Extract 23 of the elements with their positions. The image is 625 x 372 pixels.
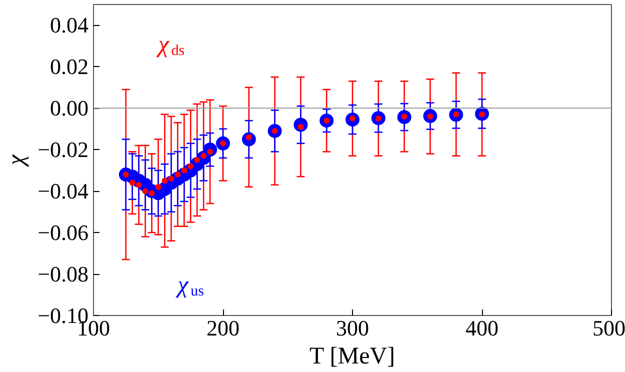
point	[188, 163, 194, 170]
point	[142, 188, 148, 194]
point	[155, 184, 162, 190]
x-tick-label: 400	[466, 316, 498, 340]
point	[181, 167, 188, 174]
y-axis-title: χ	[4, 153, 30, 168]
x-tick-label: 300	[336, 316, 369, 340]
point	[174, 172, 181, 178]
point	[168, 176, 174, 182]
y-tick-label: 0.02	[50, 54, 88, 80]
y-tick-label: 0.00	[50, 96, 88, 121]
x-axis-title: T [MeV]	[310, 344, 396, 370]
y-tick-label: −0.08	[38, 262, 89, 287]
y-tick-label: −0.06	[38, 220, 89, 246]
point	[194, 157, 200, 163]
y-tick-label: 0.04	[50, 12, 88, 38]
y-tick-label: −0.04	[38, 178, 89, 204]
x-tick-label: 200	[206, 316, 240, 340]
y-tick-label: −0.02	[38, 137, 89, 162]
point	[136, 182, 142, 188]
x-tick-label: 500	[592, 316, 625, 340]
point	[162, 178, 168, 184]
point	[129, 180, 136, 186]
